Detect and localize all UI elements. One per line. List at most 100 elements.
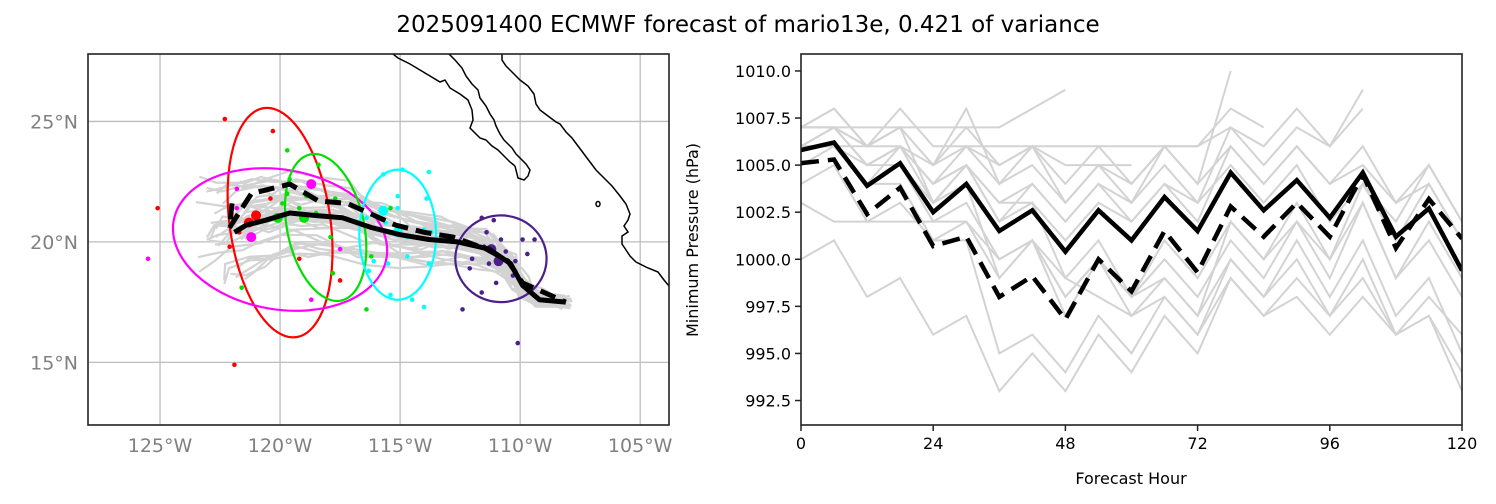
member-position [388,292,393,298]
pressure-x-tick-label: 72 [1187,434,1207,453]
member-position [532,237,537,242]
member-position [426,261,432,266]
mean-tracks [227,181,567,305]
member-position [270,128,276,134]
member-position [251,210,262,221]
map-frame [87,53,670,426]
track-map-panel: 125°W 120°W 115°W 110°W 105°W 15°N 20°N 25°N [30,53,673,457]
map-x-tick-label: 120°W [248,435,313,457]
pressure-frame [800,53,1463,426]
figure-title: 2025091400 ECMWF forecast of mario13e, 0… [396,12,1100,38]
ensemble-pressure-line [801,239,1462,393]
map-x-ticks: 125°W 120°W 115°W 110°W 105°W [128,435,673,457]
member-position [498,237,504,242]
pressure-panel: 0 24 48 72 96 120 992.5 995.0 997.5 1000.0 1002.5… [683,53,1477,488]
map-y-ticks: 15°N 20°N 25°N [30,111,78,374]
member-position [284,148,290,153]
member-position [371,258,376,264]
coastline-mainland [501,54,669,287]
member-position [232,362,237,368]
ensemble-pressure-line [801,145,1132,167]
member-position [222,116,228,122]
member-position [280,201,285,206]
member-position [227,244,232,250]
pressure-y-tick-label: 995.0 [745,344,791,363]
uncertainty-ellipse-cyan [358,168,438,301]
member-position [460,307,465,312]
ensemble-pressure-line [801,106,1265,205]
member-position [155,205,160,211]
member-position [328,234,333,240]
deterministic-pressure-line [801,157,1462,324]
member-position [316,162,321,168]
member-position [296,205,302,211]
member-position [400,167,405,172]
pressure-y-tick-label: 1000.0 [735,250,791,269]
uncertainty-ellipses [171,106,548,339]
uncertainty-ellipse-purple [454,214,548,304]
coastline-baja-west [392,54,516,167]
member-position [515,340,521,346]
member-position [388,205,393,211]
mean-track [233,210,567,305]
mean-pressure-line [801,139,1462,272]
pressure-x-tick-label: 24 [923,434,943,453]
member-position [525,251,530,257]
ensemble-pressure-line [801,88,1066,129]
pressure-y-tick-label: 992.5 [745,392,791,411]
ensemble-track [198,175,563,311]
ensemble-track [223,252,573,306]
pressure-x-tick-label: 120 [1447,434,1478,453]
y-axis-label: Minimum Pressure (hPa) [683,143,702,337]
x-axis-label: Forecast Hour [1075,469,1187,488]
map-x-tick-label: 125°W [128,435,193,457]
member-position [364,307,369,312]
ensemble-track [197,229,569,302]
ensemble-pressure-line [801,145,1462,375]
member-position [234,186,240,192]
ensemble-pressure-lines [801,70,1462,393]
pressure-x-ticks: 0 24 48 72 96 120 [796,425,1477,453]
ensemble-track [248,197,564,302]
member-position [421,304,427,310]
member-position [513,258,518,264]
member-position [337,246,343,252]
member-position [246,232,257,243]
member-position [332,196,338,201]
ensemble-track [214,221,569,308]
ensemble-pressure-line [801,145,1462,299]
member-position [337,278,343,283]
member-position [405,254,410,259]
member-position [520,237,525,242]
map-x-tick-label: 105°W [608,435,673,457]
member-position [284,191,290,197]
member-position [145,256,151,262]
main-pressure-lines [801,139,1462,324]
ensemble-track [227,210,565,307]
member-position [287,176,292,182]
member-position [491,217,497,223]
map-y-tick-label: 25°N [30,111,78,133]
member-position [409,297,415,303]
member-position [239,285,244,290]
member-position [306,179,317,190]
member-position [424,196,429,201]
pressure-y-tick-label: 1007.5 [735,109,791,128]
pressure-y-ticks: 992.5 995.0 997.5 1000.0 1002.5 1005.0 1007.5 1… [735,62,801,411]
member-position [426,169,432,175]
member-position [503,249,509,254]
member-position [366,268,372,274]
member-position [493,280,499,286]
map-y-tick-label: 20°N [30,232,78,254]
pressure-x-tick-label: 96 [1320,434,1340,453]
member-position [469,256,475,262]
ensemble-pressure-line [801,125,1462,242]
pressure-y-tick-label: 1005.0 [735,156,791,175]
map-x-tick-label: 115°W [368,435,433,457]
coastline-baja-east [448,54,531,181]
pressure-y-tick-label: 1002.5 [735,203,791,222]
member-position [479,290,485,295]
island [595,200,601,208]
deterministic-track [227,181,567,305]
